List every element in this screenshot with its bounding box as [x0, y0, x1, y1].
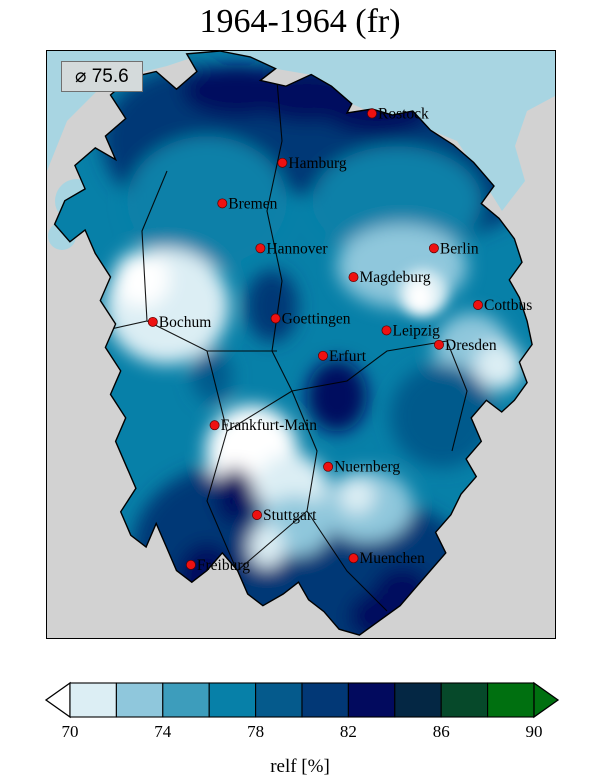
svg-text:Hannover: Hannover: [266, 240, 328, 257]
svg-text:78: 78: [247, 722, 264, 741]
svg-text:Muenchen: Muenchen: [360, 550, 426, 567]
svg-text:Erfurt: Erfurt: [329, 348, 367, 365]
svg-text:Hamburg: Hamburg: [288, 155, 347, 172]
svg-text:Bochum: Bochum: [159, 314, 212, 331]
svg-text:Nuernberg: Nuernberg: [334, 459, 400, 476]
svg-text:90: 90: [526, 722, 543, 741]
svg-text:relf [%]: relf [%]: [270, 756, 330, 777]
svg-text:Rostock: Rostock: [378, 106, 429, 123]
svg-text:Freiburg: Freiburg: [197, 557, 250, 574]
svg-text:70: 70: [62, 722, 79, 741]
svg-text:Stuttgart: Stuttgart: [263, 507, 317, 524]
svg-text:Goettingen: Goettingen: [282, 311, 351, 328]
svg-text:Cottbus: Cottbus: [484, 297, 532, 314]
svg-text:86: 86: [433, 722, 450, 741]
svg-text:74: 74: [154, 722, 172, 741]
svg-text:Berlin: Berlin: [440, 240, 479, 257]
svg-text:Bremen: Bremen: [228, 195, 277, 212]
svg-text:82: 82: [340, 722, 357, 741]
svg-text:Frankfurt-Main: Frankfurt-Main: [221, 417, 318, 434]
svg-text:Dresden: Dresden: [445, 337, 497, 354]
svg-text:Leipzig: Leipzig: [393, 322, 441, 339]
svg-text:Magdeburg: Magdeburg: [360, 269, 431, 286]
